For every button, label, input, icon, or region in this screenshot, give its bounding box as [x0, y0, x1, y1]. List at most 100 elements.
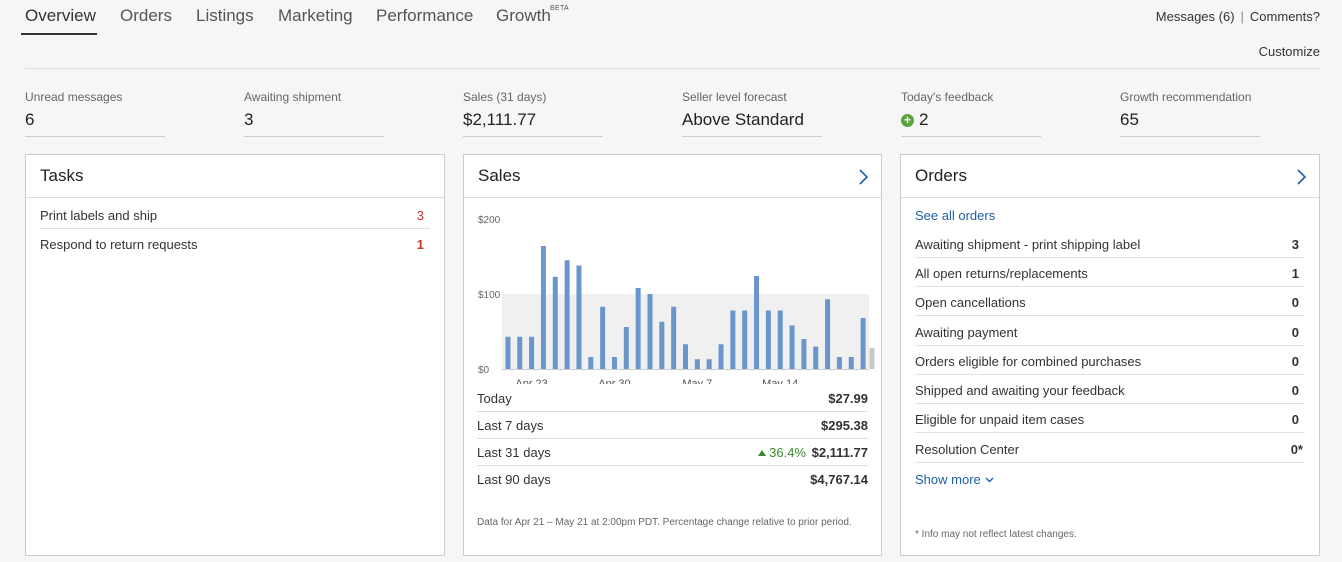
sales-bar[interactable] [706, 359, 712, 369]
metric-label: Unread messages [25, 90, 123, 104]
order-label: Open cancellations [915, 295, 1026, 310]
sales-bar[interactable] [505, 336, 511, 369]
sales-row-label: Today [477, 391, 512, 406]
see-all-orders-row: See all orders [915, 200, 1305, 229]
tab-overview[interactable]: Overview [25, 6, 96, 25]
metric-awaiting-shipment[interactable]: Awaiting shipment 3 [244, 90, 384, 137]
tab-marketing[interactable]: Marketing [278, 6, 353, 25]
messages-link[interactable]: Messages (6) [1155, 9, 1235, 24]
sales-row-amount: $2,111.77 [811, 445, 868, 460]
task-item[interactable]: Print labels and ship 3 [40, 200, 430, 229]
see-all-orders-link[interactable]: See all orders [915, 208, 996, 223]
order-item[interactable]: Awaiting shipment - print shipping label… [915, 229, 1305, 258]
sales-bar[interactable] [576, 265, 582, 370]
sales-bar[interactable] [529, 336, 535, 369]
sales-bar[interactable] [754, 276, 760, 369]
metric-value-text: Above Standard [682, 110, 804, 129]
order-item[interactable]: Shipped and awaiting your feedback 0 [915, 375, 1305, 404]
sales-bar[interactable] [777, 310, 783, 370]
sales-change-value: 36.4% [769, 445, 806, 460]
sales-bar[interactable] [683, 344, 688, 369]
show-more-label: Show more [915, 472, 981, 487]
card-header: Sales [464, 155, 881, 198]
order-item[interactable]: Awaiting payment 0 [915, 317, 1305, 346]
metric-value-text: 65 [1120, 110, 1139, 129]
plus-circle-icon: + [901, 113, 914, 127]
order-label: Awaiting payment [915, 325, 1018, 340]
sales-row: Last 90 days $4,767.14 [477, 466, 868, 493]
sales-bar[interactable] [588, 357, 594, 369]
tab-performance[interactable]: Performance [376, 6, 474, 25]
tab-orders[interactable]: Orders [120, 6, 172, 25]
sales-bar[interactable] [635, 288, 641, 369]
metric-sales-31-days[interactable]: Sales (31 days) $2,111.77 [463, 90, 603, 137]
tab-listings[interactable]: Listings [196, 6, 254, 25]
card-title: Orders [915, 166, 967, 185]
order-count: 0 [1291, 383, 1299, 398]
sales-bar[interactable] [730, 310, 736, 370]
up-triangle-icon [758, 450, 767, 456]
metric-unread-messages[interactable]: Unread messages 6 [25, 90, 165, 137]
sales-bar[interactable] [694, 359, 700, 369]
sales-bar[interactable] [825, 299, 831, 369]
order-item[interactable]: Open cancellations 0 [915, 287, 1305, 316]
sales-bar[interactable] [623, 327, 629, 369]
sales-card: Sales $0 $100 $200 Apr 23 Apr 30 May 7 May 14 … [463, 154, 882, 556]
active-tab-indicator [21, 33, 97, 35]
sales-row: Last 7 days $295.38 [477, 412, 868, 439]
order-item[interactable]: All open returns/replacements 1 [915, 258, 1305, 287]
metric-label: Sales (31 days) [463, 90, 547, 104]
sales-bar[interactable] [801, 339, 807, 369]
sales-bar-partial[interactable] [869, 348, 875, 369]
order-label: Eligible for unpaid item cases [915, 412, 1085, 427]
order-count: 0 [1291, 354, 1299, 369]
customize-link[interactable]: Customize [1258, 44, 1320, 59]
beta-badge: BETA [550, 5, 569, 12]
chevron-right-icon[interactable] [857, 168, 869, 186]
show-more-link[interactable]: Show more [915, 472, 994, 487]
comments-link[interactable]: Comments? [1249, 9, 1320, 24]
order-item[interactable]: Eligible for unpaid item cases 0 [915, 404, 1305, 433]
chevron-right-icon[interactable] [1295, 168, 1307, 186]
task-item[interactable]: Respond to return requests 1 [40, 229, 430, 258]
sales-bar[interactable] [848, 357, 854, 369]
metric-seller-level[interactable]: Seller level forecast Above Standard [682, 90, 822, 137]
sales-bar[interactable] [765, 310, 771, 370]
tab-growth[interactable]: Growth [496, 6, 551, 25]
sales-bar[interactable] [659, 321, 665, 369]
sales-bar[interactable] [647, 294, 653, 369]
task-count: 1 [416, 237, 424, 252]
order-label: All open returns/replacements [915, 266, 1088, 281]
sales-bar[interactable] [540, 246, 546, 369]
orders-footnote: * Info may not reflect latest changes. [915, 529, 1077, 540]
sales-bar[interactable] [611, 357, 617, 369]
order-count: 0* [1290, 442, 1303, 457]
metric-value: 65 [1120, 110, 1260, 137]
sales-bar[interactable] [517, 336, 523, 369]
sales-bar[interactable] [860, 318, 866, 369]
sales-bar[interactable] [742, 310, 748, 370]
sales-bar[interactable] [564, 260, 570, 369]
sales-bar[interactable] [813, 346, 819, 370]
metric-label: Growth recommendation [1120, 90, 1252, 104]
sales-bar[interactable] [671, 306, 677, 369]
metric-growth-recommendation[interactable]: Growth recommendation 65 [1120, 90, 1260, 137]
x-tick-label: May 14 [762, 378, 798, 384]
metric-todays-feedback[interactable]: Today's feedback +2 [901, 90, 1041, 137]
metric-label: Awaiting shipment [244, 90, 342, 104]
order-count: 0 [1291, 412, 1299, 427]
sales-bar[interactable] [836, 357, 842, 369]
sales-bar[interactable] [718, 344, 724, 369]
sales-bar[interactable] [789, 325, 795, 370]
sales-bar[interactable] [600, 306, 606, 369]
sales-chart: $0 $100 $200 Apr 23 Apr 30 May 7 May 14 [478, 215, 875, 384]
card-header: Orders [901, 155, 1319, 198]
order-item[interactable]: Resolution Center 0* [915, 434, 1305, 463]
sales-bar[interactable] [552, 276, 558, 369]
order-item[interactable]: Orders eligible for combined purchases 0 [915, 346, 1305, 375]
top-links: Messages (6) | Comments? [1156, 9, 1320, 24]
divider [25, 68, 1320, 69]
y-tick-label: $200 [478, 215, 501, 226]
metric-value: $2,111.77 [463, 110, 603, 137]
top-nav: Overview Orders Listings Marketing Perfo… [0, 0, 1342, 40]
